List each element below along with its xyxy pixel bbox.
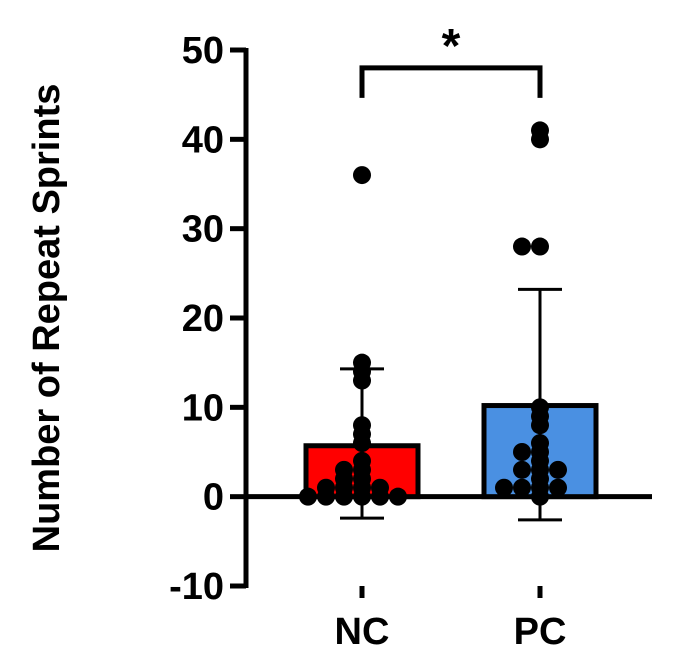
x-tick-label: PC bbox=[514, 611, 567, 653]
x-tick-label: NC bbox=[335, 611, 390, 653]
data-point-pc bbox=[495, 478, 513, 497]
data-point-nc bbox=[353, 371, 371, 390]
y-tick-label: 20 bbox=[182, 298, 224, 340]
y-axis-label-group: Number of Repeat Sprints bbox=[26, 84, 68, 553]
significance-layer: * bbox=[359, 20, 543, 98]
data-point-nc bbox=[389, 487, 407, 506]
data-point-pc bbox=[531, 416, 549, 435]
data-point-nc bbox=[353, 487, 371, 506]
axes-layer bbox=[230, 47, 652, 598]
labels-layer: 50 40 30 20 10 0 -10 NC PC bbox=[169, 30, 566, 653]
data-point-pc bbox=[549, 460, 567, 479]
data-point-pc bbox=[531, 237, 549, 256]
data-point-nc bbox=[353, 166, 371, 185]
y-tick-label: 40 bbox=[182, 119, 224, 161]
significance-bracket bbox=[359, 65, 543, 98]
data-point-nc bbox=[353, 434, 371, 453]
y-tick-label: 50 bbox=[182, 30, 224, 72]
y-tick-label: -10 bbox=[169, 566, 224, 608]
data-point-pc bbox=[513, 443, 531, 461]
data-point-pc bbox=[513, 237, 531, 256]
data-point-nc bbox=[317, 487, 335, 506]
data-point-pc bbox=[531, 487, 549, 506]
data-point-nc bbox=[335, 487, 353, 506]
data-point-nc bbox=[299, 487, 317, 506]
data-point-pc bbox=[513, 460, 531, 479]
data-point-pc bbox=[531, 130, 549, 149]
points-layer bbox=[299, 121, 567, 506]
data-point-pc bbox=[549, 478, 567, 497]
data-point-pc bbox=[513, 478, 531, 497]
y-tick-label: 0 bbox=[203, 477, 224, 519]
data-point-nc bbox=[371, 487, 389, 506]
y-tick-label: 30 bbox=[182, 209, 224, 251]
y-axis-label: Number of Repeat Sprints bbox=[26, 84, 68, 553]
significance-star: * bbox=[442, 20, 461, 73]
y-tick-label: 10 bbox=[182, 387, 224, 429]
